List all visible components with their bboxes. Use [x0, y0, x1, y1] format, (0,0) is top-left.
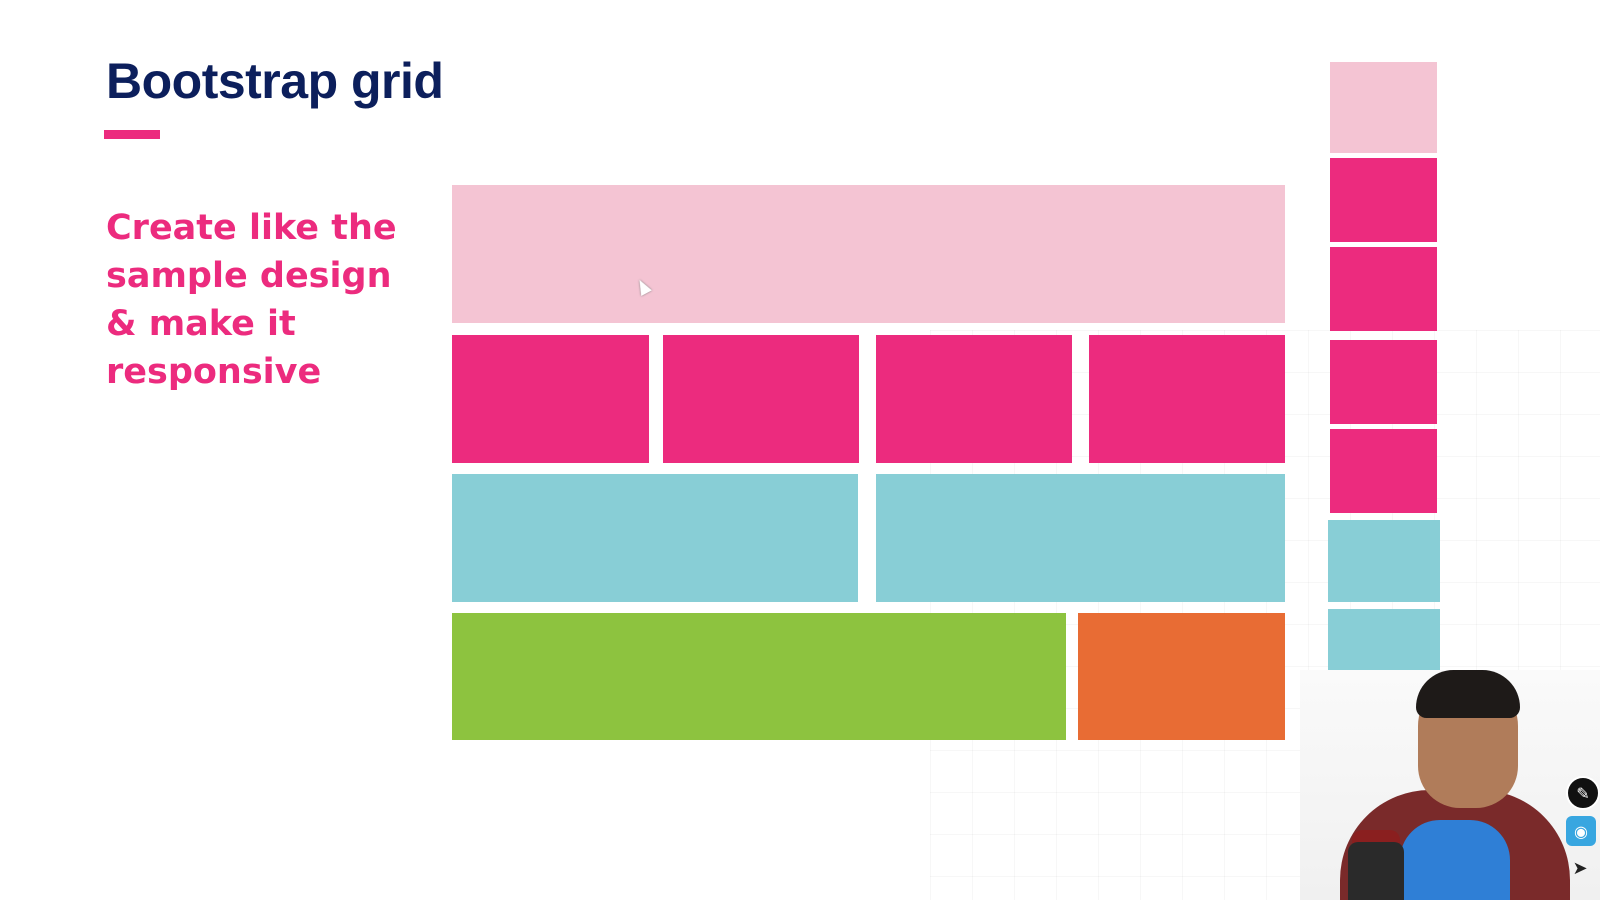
pointer-icon[interactable]: ➤: [1572, 857, 1588, 879]
instruction-line: sample design: [106, 256, 392, 296]
eye-icon[interactable]: ◉: [1566, 816, 1596, 846]
mobile-block-pink: [1330, 158, 1437, 242]
desktop-row2-col4: [1089, 335, 1285, 463]
instruction-line: responsive: [106, 352, 322, 392]
slide-title: Bootstrap grid: [106, 53, 444, 109]
mobile-block-pink: [1330, 429, 1437, 513]
desktop-row3-col1: [452, 474, 858, 602]
desktop-row3-col2: [876, 474, 1285, 602]
desktop-row2-col3: [876, 335, 1072, 463]
desktop-row4-col2: [1078, 613, 1285, 740]
mobile-block-pink-light: [1330, 62, 1437, 153]
mobile-block-pink: [1330, 247, 1437, 331]
pen-tool-icon[interactable]: ✎: [1566, 776, 1600, 810]
title-underline: [104, 130, 160, 139]
instruction-line: & make it: [106, 304, 296, 344]
desktop-row4-col1: [452, 613, 1066, 740]
desktop-row1-full: [452, 185, 1285, 323]
instruction-line: Create like the: [106, 208, 397, 248]
mobile-block-teal: [1328, 520, 1440, 602]
instruction-text: Create like the sample design & make it …: [106, 204, 426, 396]
desktop-row2-col2: [663, 335, 859, 463]
presenter-webcam: [1300, 670, 1600, 900]
mobile-block-pink: [1330, 340, 1437, 424]
desktop-row2-col1: [452, 335, 649, 463]
